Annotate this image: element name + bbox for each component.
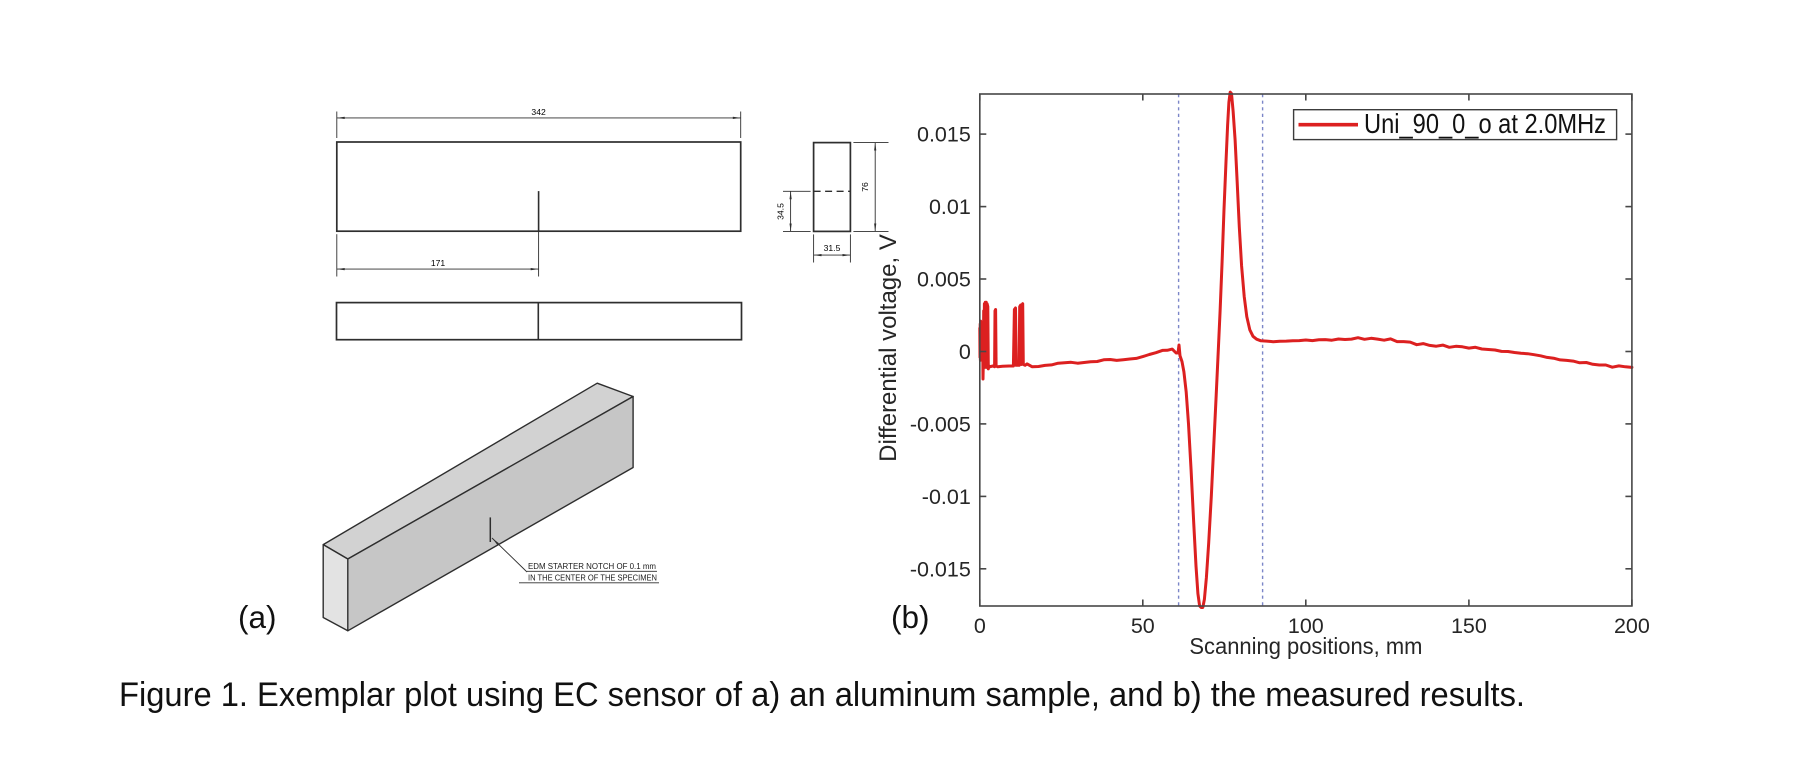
svg-text:0: 0	[959, 340, 971, 364]
svg-text:100: 100	[1288, 614, 1324, 638]
svg-text:0.015: 0.015	[917, 123, 971, 147]
svg-text:50: 50	[1131, 614, 1155, 638]
svg-text:-0.005: -0.005	[910, 413, 971, 437]
svg-text:EDM STARTER NOTCH OF 0.1 mm: EDM STARTER NOTCH OF 0.1 mm	[528, 561, 656, 571]
svg-text:76: 76	[860, 182, 870, 192]
svg-text:34.5: 34.5	[776, 203, 786, 220]
svg-text:Uni_90_0_o at 2.0MHz: Uni_90_0_o at 2.0MHz	[1364, 108, 1606, 139]
svg-text:150: 150	[1451, 614, 1487, 638]
svg-text:0: 0	[974, 614, 986, 638]
svg-text:Scanning positions, mm: Scanning positions, mm	[1189, 633, 1422, 659]
svg-text:0.005: 0.005	[917, 268, 971, 292]
svg-text:IN THE CENTER OF THE SPECIMEN: IN THE CENTER OF THE SPECIMEN	[528, 573, 657, 583]
svg-text:0.01: 0.01	[929, 195, 971, 219]
svg-text:171: 171	[431, 258, 446, 268]
svg-text:(b): (b)	[891, 599, 930, 635]
svg-text:Differential voltage, V: Differential voltage, V	[875, 234, 902, 462]
svg-text:-0.015: -0.015	[910, 557, 971, 581]
svg-text:Figure 1. Exemplar plot using: Figure 1. Exemplar plot using EC sensor …	[119, 676, 1525, 714]
svg-text:-0.01: -0.01	[922, 485, 971, 509]
svg-text:342: 342	[531, 107, 546, 117]
svg-text:(a): (a)	[238, 599, 277, 635]
svg-text:31.5: 31.5	[824, 243, 841, 253]
svg-text:200: 200	[1614, 614, 1650, 638]
